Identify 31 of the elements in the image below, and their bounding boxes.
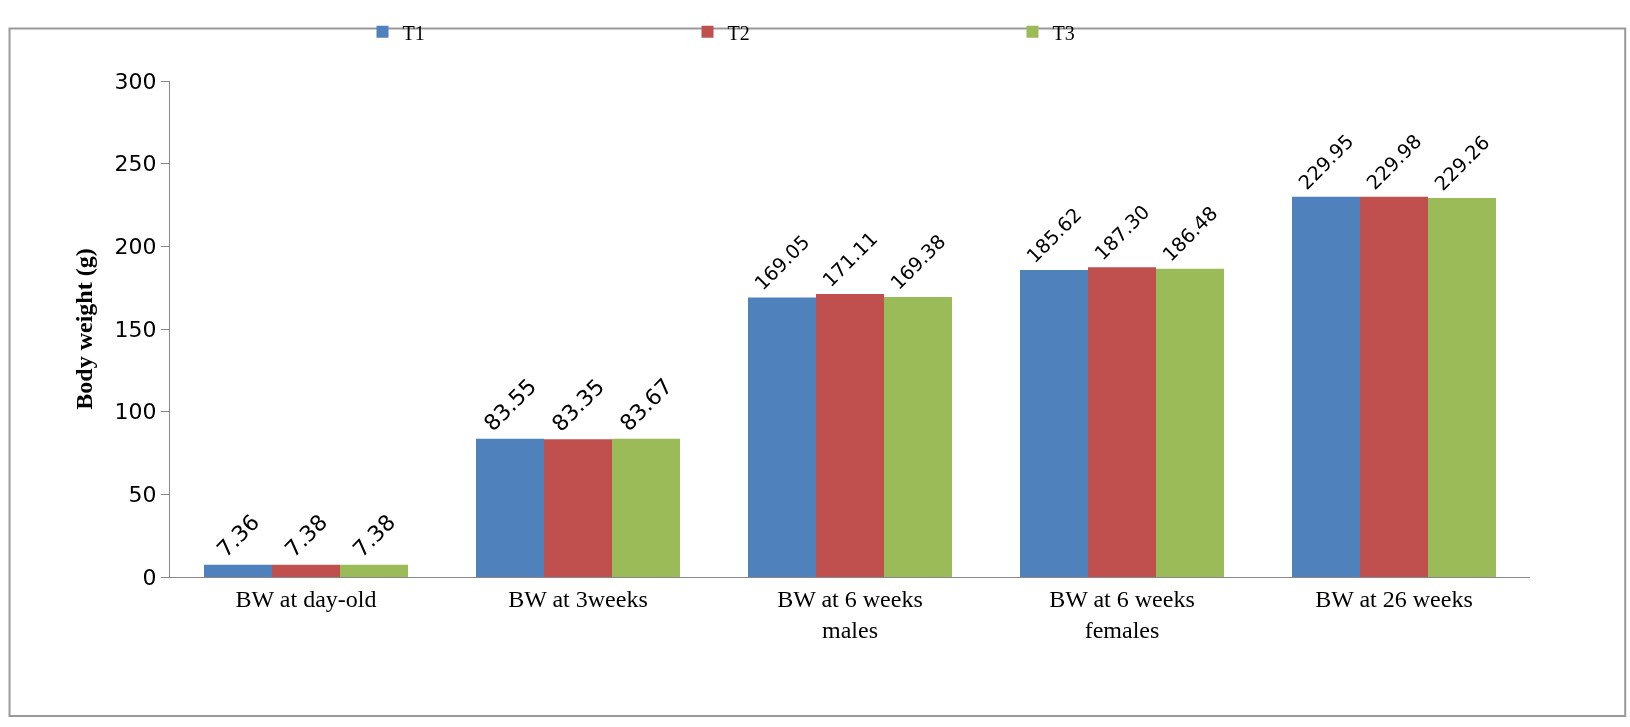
bar <box>1156 268 1224 577</box>
bar <box>544 439 612 577</box>
x-tick-label: BW at 6 weeks males <box>777 585 923 643</box>
bar <box>1360 196 1428 577</box>
bar <box>884 296 952 577</box>
y-tick-label: 100 <box>114 399 157 425</box>
y-tick-label: 0 <box>142 564 157 590</box>
x-tick-label: BW at 6 weeks females <box>1049 585 1195 643</box>
bar <box>204 564 272 577</box>
x-tick-label: BW at day-old <box>235 585 377 612</box>
bar <box>476 438 544 577</box>
legend-label: T1 <box>402 21 425 44</box>
bar <box>1020 270 1088 577</box>
bar <box>272 564 340 577</box>
bar <box>340 564 408 577</box>
y-tick-label: 150 <box>114 316 157 342</box>
bar <box>1292 196 1360 577</box>
bar <box>1088 267 1156 577</box>
y-tick-label: 300 <box>114 68 157 94</box>
legend-label: T2 <box>727 21 750 44</box>
y-tick-label: 200 <box>114 234 157 260</box>
bar <box>612 438 680 577</box>
bar <box>816 294 884 577</box>
bar <box>1428 197 1496 577</box>
x-tick-label: BW at 3weeks <box>508 585 648 612</box>
y-tick-label: 50 <box>128 482 157 508</box>
bar <box>748 297 816 577</box>
legend-label: T3 <box>1052 21 1075 44</box>
x-tick-label: BW at 26 weeks <box>1315 585 1473 612</box>
y-axis-title: Body weight (g) <box>70 248 97 410</box>
y-tick-label: 250 <box>114 151 157 177</box>
